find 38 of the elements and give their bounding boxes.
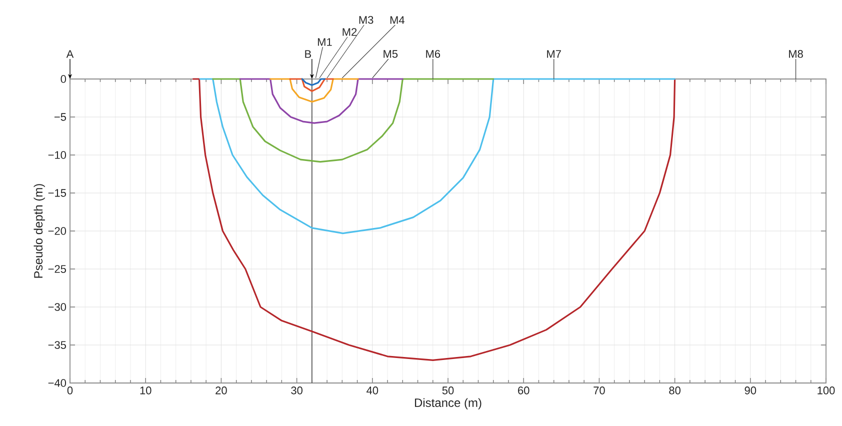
x-tick-label: 70	[594, 386, 605, 394]
y-axis-title: Pseudo depth (m)	[34, 184, 45, 278]
x-tick-label: 60	[518, 386, 530, 394]
y-tick-label: −5	[54, 113, 66, 121]
text: A	[66, 50, 74, 58]
x-tick-label: 20	[216, 386, 227, 394]
y-tick-label: 0	[60, 75, 66, 83]
x-axis-title: Distance (m)	[414, 398, 482, 410]
y-tick-label: −40	[48, 379, 66, 387]
x-tick-label: 10	[140, 386, 152, 394]
annotation: M3	[359, 16, 374, 24]
y-tick-label: −30	[48, 303, 66, 311]
y-tick-label: −20	[48, 227, 66, 235]
annotation: M5	[384, 50, 398, 58]
line-series	[239, 78, 404, 124]
line-series	[289, 78, 334, 92]
x-tick-label: 0	[67, 386, 73, 394]
annotation: B	[305, 50, 312, 58]
y-tick-label: −10	[48, 151, 66, 159]
x-tick-label: 40	[366, 386, 378, 394]
annotation: M7	[547, 50, 561, 58]
x-tick-label: 50	[442, 386, 454, 394]
x-tick-label: 80	[669, 386, 680, 394]
x-tick-label: 90	[744, 386, 756, 394]
x-tick-label: 30	[291, 386, 302, 394]
line-series	[212, 78, 494, 163]
annotation: M4	[390, 16, 404, 24]
x-tick-label: 100	[818, 386, 835, 394]
text: M8	[789, 50, 803, 58]
line-series	[199, 78, 676, 234]
line-series	[192, 78, 676, 361]
y-tick-label: −25	[48, 265, 66, 273]
y-tick-label: −35	[48, 341, 66, 349]
annotation: M6	[426, 50, 440, 58]
y-tick-label: −15	[48, 189, 66, 197]
annotation: M1	[318, 38, 332, 46]
annotation: M2	[342, 28, 357, 36]
line-series	[270, 78, 359, 103]
